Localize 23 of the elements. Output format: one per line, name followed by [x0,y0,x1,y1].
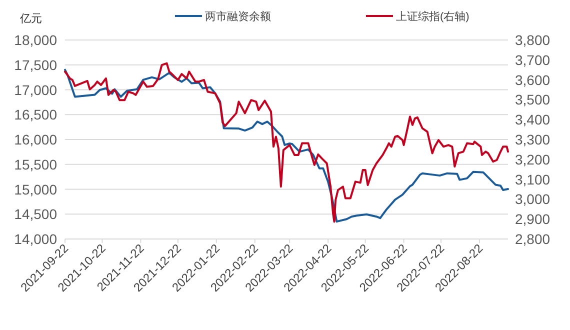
y2-tick-label: 3,100 [515,171,550,188]
y2-tick-label: 3,400 [515,112,550,128]
y2-tick-label: 3,600 [515,72,550,88]
y-tick-label: 16,500 [14,106,58,123]
y-axis-title: 亿元 [19,13,42,25]
y2-tick-label: 3,700 [515,52,550,68]
y-tick-label: 17,000 [14,82,58,98]
y-tick-label: 16,000 [14,132,58,148]
y-tick-label: 14,500 [14,206,58,222]
y-tick-label: 18,000 [14,32,58,48]
y-tick-label: 15,000 [14,181,58,198]
y2-tick-label: 2,800 [515,231,550,247]
legend-label: 上证综指(右轴) [396,10,470,23]
y-tick-label: 14,000 [14,231,58,247]
y2-tick-label: 3,300 [515,132,550,148]
y2-tick-label: 2,900 [515,211,550,228]
y-tick-label: 17,500 [14,56,58,73]
y2-tick-label: 3,500 [515,92,550,108]
y2-tick-label: 3,000 [515,191,550,208]
y2-tick-label: 3,800 [515,32,550,48]
y2-tick-label: 3,200 [515,151,550,168]
y-tick-label: 15,500 [14,156,58,172]
legend-label: 两市融资余额 [205,10,271,23]
